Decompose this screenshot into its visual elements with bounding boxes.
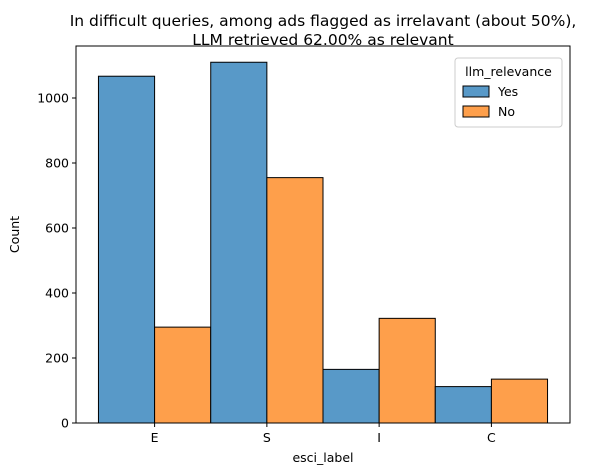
bar-yes-c (434, 386, 492, 424)
legend-swatch-no (462, 105, 490, 118)
y-tick-label: 800 (45, 156, 69, 171)
x-tick-label: C (487, 430, 496, 445)
y-tick-label: 0 (61, 416, 69, 431)
legend-swatch-yes (462, 85, 490, 98)
legend-items: Yes No (462, 84, 518, 119)
x-tick-label: S (263, 430, 271, 445)
bar-yes-e (97, 75, 156, 424)
bar-yes-s (210, 61, 268, 424)
bars-group (97, 61, 549, 424)
y-axis: 0 200 400 600 800 1000 (37, 91, 76, 431)
x-axis-label: esci_label (292, 450, 353, 465)
y-tick-label: 200 (45, 351, 69, 366)
y-tick-label: 600 (45, 221, 69, 236)
bar-no-i (378, 317, 436, 424)
bar-no-c (490, 378, 549, 424)
plot-frame (75, 45, 571, 424)
chart-title-line: In difficult queries, among ads flagged … (70, 12, 577, 30)
y-tick-label: 1000 (37, 91, 69, 106)
chart-title-line: LLM retrieved 62.00% as relevant (192, 31, 453, 49)
bar-yes-i (322, 368, 380, 424)
bar-no-e (154, 326, 212, 424)
x-tick-label: I (377, 430, 381, 445)
legend: llm_relevance Yes No (454, 57, 563, 128)
legend-title: llm_relevance (465, 64, 552, 79)
y-tick-label: 400 (45, 286, 69, 301)
legend-label-no: No (498, 104, 515, 119)
x-tick-label: E (151, 430, 159, 445)
bar-no-s (266, 177, 324, 424)
chart-title: In difficult queries, among ads flagged … (70, 12, 577, 49)
legend-label-yes: Yes (497, 84, 518, 99)
y-axis-label: Count (7, 216, 22, 253)
